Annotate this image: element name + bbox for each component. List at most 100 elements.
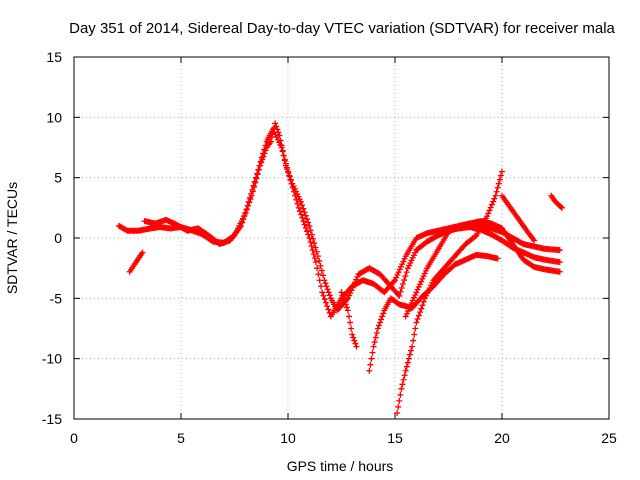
data-point <box>247 196 254 203</box>
data-point <box>397 288 404 295</box>
data-point <box>257 162 264 169</box>
data-point <box>488 201 495 208</box>
data-point <box>302 212 309 219</box>
data-point <box>248 192 255 199</box>
x-tick-label: 25 <box>601 430 617 446</box>
data-point <box>262 147 269 154</box>
data-point <box>347 289 354 296</box>
data-point <box>307 239 314 246</box>
data-point <box>399 381 406 388</box>
data-point <box>315 271 322 278</box>
data-point <box>251 184 258 191</box>
data-point <box>275 129 282 136</box>
data-point <box>556 259 563 266</box>
data-point <box>485 210 492 217</box>
data-point <box>499 168 505 175</box>
data-point <box>557 203 564 210</box>
data-point <box>396 266 403 273</box>
y-axis-label: SDTVAR / TECUs <box>4 182 20 294</box>
data-point <box>414 286 421 293</box>
data-point <box>351 337 358 344</box>
data-point <box>342 301 349 308</box>
data-point <box>490 198 497 205</box>
data-point <box>484 213 491 220</box>
data-point <box>308 231 315 238</box>
data-point <box>314 265 321 272</box>
data-point <box>300 205 307 212</box>
data-point <box>324 303 331 310</box>
data-point <box>239 219 246 226</box>
data-point <box>375 322 382 329</box>
data-point <box>280 152 287 159</box>
data-point <box>405 308 412 315</box>
x-tick-label: 20 <box>494 430 510 446</box>
data-point <box>284 166 291 173</box>
data-point <box>281 157 288 164</box>
data-point <box>318 267 325 274</box>
data-point <box>323 283 330 290</box>
data-point <box>314 253 321 260</box>
y-tick-label: 0 <box>54 230 62 246</box>
data-point <box>240 216 247 223</box>
data-point <box>350 281 357 288</box>
data-point <box>397 263 404 270</box>
data-point <box>306 222 313 229</box>
data-point <box>273 123 280 130</box>
data-point <box>274 126 281 133</box>
data-point <box>395 269 402 276</box>
data-point <box>416 281 423 288</box>
data-point <box>286 173 293 180</box>
chart-title: Day 351 of 2014, Sidereal Day-to-day VTE… <box>69 20 615 37</box>
data-point <box>237 222 244 229</box>
data-point <box>531 237 538 244</box>
data-point <box>352 340 359 347</box>
data-point <box>321 296 328 303</box>
data-point <box>392 277 398 284</box>
data-point <box>303 216 310 223</box>
data-point <box>258 159 265 166</box>
data-point <box>321 277 328 284</box>
data-point <box>325 289 332 296</box>
data-point <box>372 334 379 341</box>
data-point <box>246 199 253 206</box>
data-point <box>556 268 563 275</box>
data-point <box>310 251 317 258</box>
data-point <box>419 275 426 282</box>
data-point <box>495 180 502 187</box>
data-point <box>390 278 397 285</box>
data-point <box>322 280 329 287</box>
data-point <box>400 258 407 265</box>
data-point <box>313 248 320 255</box>
data-point <box>402 367 409 374</box>
data-point <box>287 177 294 184</box>
data-point <box>393 274 400 281</box>
data-point <box>343 304 350 311</box>
data-point <box>403 269 410 276</box>
data-point <box>295 204 302 211</box>
data-point <box>311 240 318 247</box>
data-point <box>279 147 286 154</box>
data-point <box>366 367 373 374</box>
data-point <box>255 166 262 173</box>
data-point <box>492 192 499 199</box>
data-point <box>316 257 323 264</box>
data-point <box>418 305 425 312</box>
data-point <box>406 351 413 358</box>
series-arc-9 <box>548 192 565 211</box>
data-point <box>352 279 359 286</box>
data-point <box>259 156 266 163</box>
data-point <box>373 330 380 337</box>
axis-ticks: 0 5 10 15 20 25 15 10 5 0 -5 -10 -15 <box>42 49 617 446</box>
data-point <box>410 337 417 344</box>
data-point <box>338 289 345 296</box>
data-point <box>494 255 501 262</box>
data-point <box>409 297 416 304</box>
data-point <box>396 292 403 299</box>
series-arc-5 <box>366 251 501 374</box>
data-point <box>395 403 402 410</box>
data-point <box>276 132 283 139</box>
data-point <box>353 276 360 283</box>
data-point <box>415 283 422 290</box>
x-tick-label: 0 <box>70 430 78 446</box>
data-point <box>409 343 416 350</box>
